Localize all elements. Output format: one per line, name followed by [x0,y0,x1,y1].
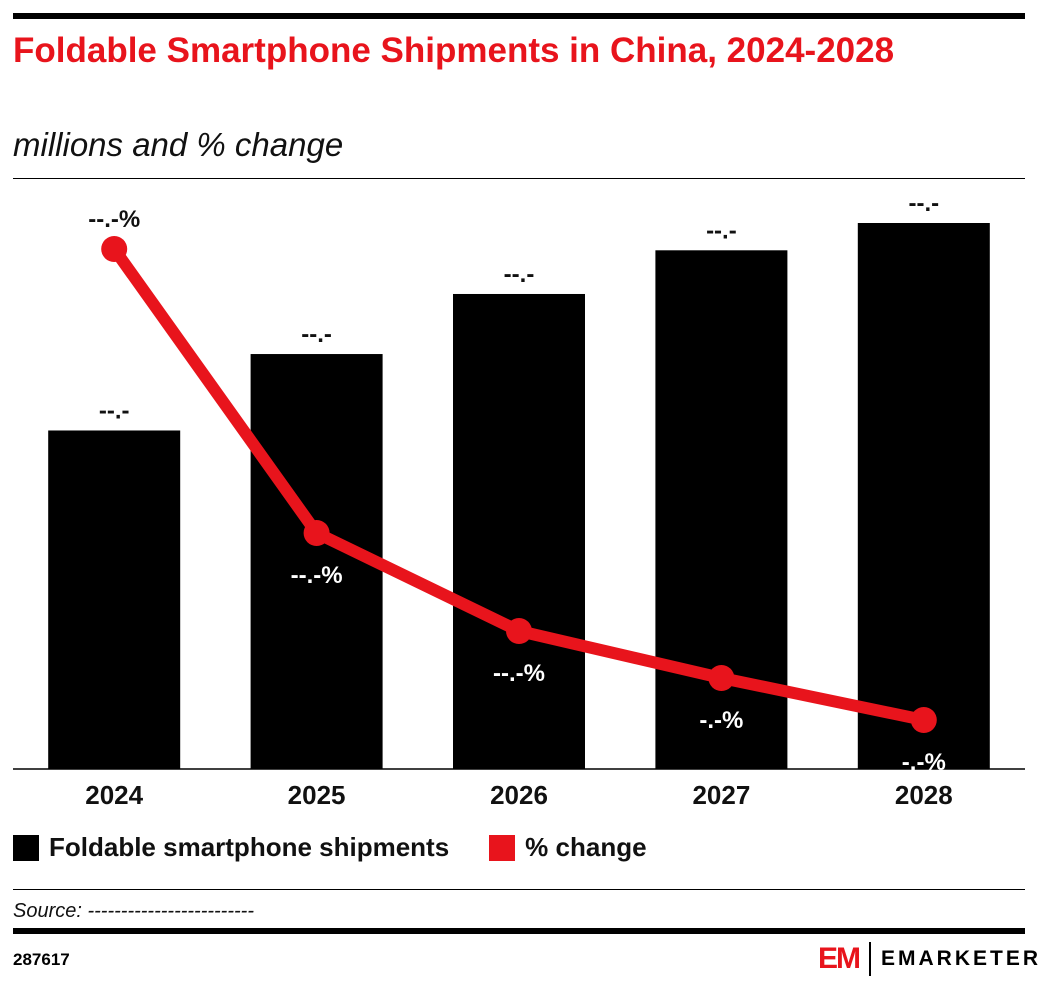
line-point-2027 [708,665,735,691]
chart-area: --.- 2024 --.- 2025 --.- 2026 --.- 2027 --.- 2028… [13,190,1025,810]
line-point-2028 [910,707,937,733]
line-label-2024: --.-% [88,206,140,233]
legend-swatch-change [489,834,516,861]
line-label-2028: -.-% [902,749,946,776]
logo-separator [869,942,871,976]
x-tick-2026: 2026 [490,780,548,810]
bar-label-2026: --.- [504,261,535,288]
bar-label-2024: --.- [99,397,130,424]
bar-2025 [250,354,383,769]
bottom-rule [13,928,1025,934]
footer-divider [13,889,1025,890]
line-label-2025: --.-% [291,562,343,589]
logo-mark: EM [818,942,861,975]
bar-label-2028: --.- [908,190,939,217]
bar-2026 [453,293,585,769]
x-tick-2025: 2025 [288,780,346,810]
chart-id: 287617 [13,950,70,969]
bar-label-2027: --.- [706,217,737,244]
x-tick-2028: 2028 [895,780,953,810]
logo-word: EMARKETER [881,947,1038,970]
emarketer-logo: EM EMARKETER [818,942,1038,976]
line-label-2026: --.-% [493,660,545,687]
header-divider [13,178,1025,179]
legend: Foldable smartphone shipments % change [13,832,647,863]
legend-swatch-shipments [13,834,39,861]
top-rule [13,13,1025,19]
line-point-2025 [303,520,330,546]
chart-title: Foldable Smartphone Shipments in China, … [13,31,895,70]
bar-2024 [48,430,181,769]
line-point-2024 [101,236,128,262]
legend-label-shipments: Foldable smartphone shipments [49,832,450,862]
x-tick-2027: 2027 [692,780,750,810]
x-tick-2024: 2024 [85,780,143,810]
chart-subtitle: millions and % change [13,126,344,163]
line-label-2027: -.-% [699,707,743,734]
line-point-2026 [506,618,532,644]
legend-label-change: % change [525,832,647,862]
bar-label-2025: --.- [301,321,332,348]
bar-2028 [857,223,990,769]
source-note: Source: ------------------------- [13,900,254,922]
